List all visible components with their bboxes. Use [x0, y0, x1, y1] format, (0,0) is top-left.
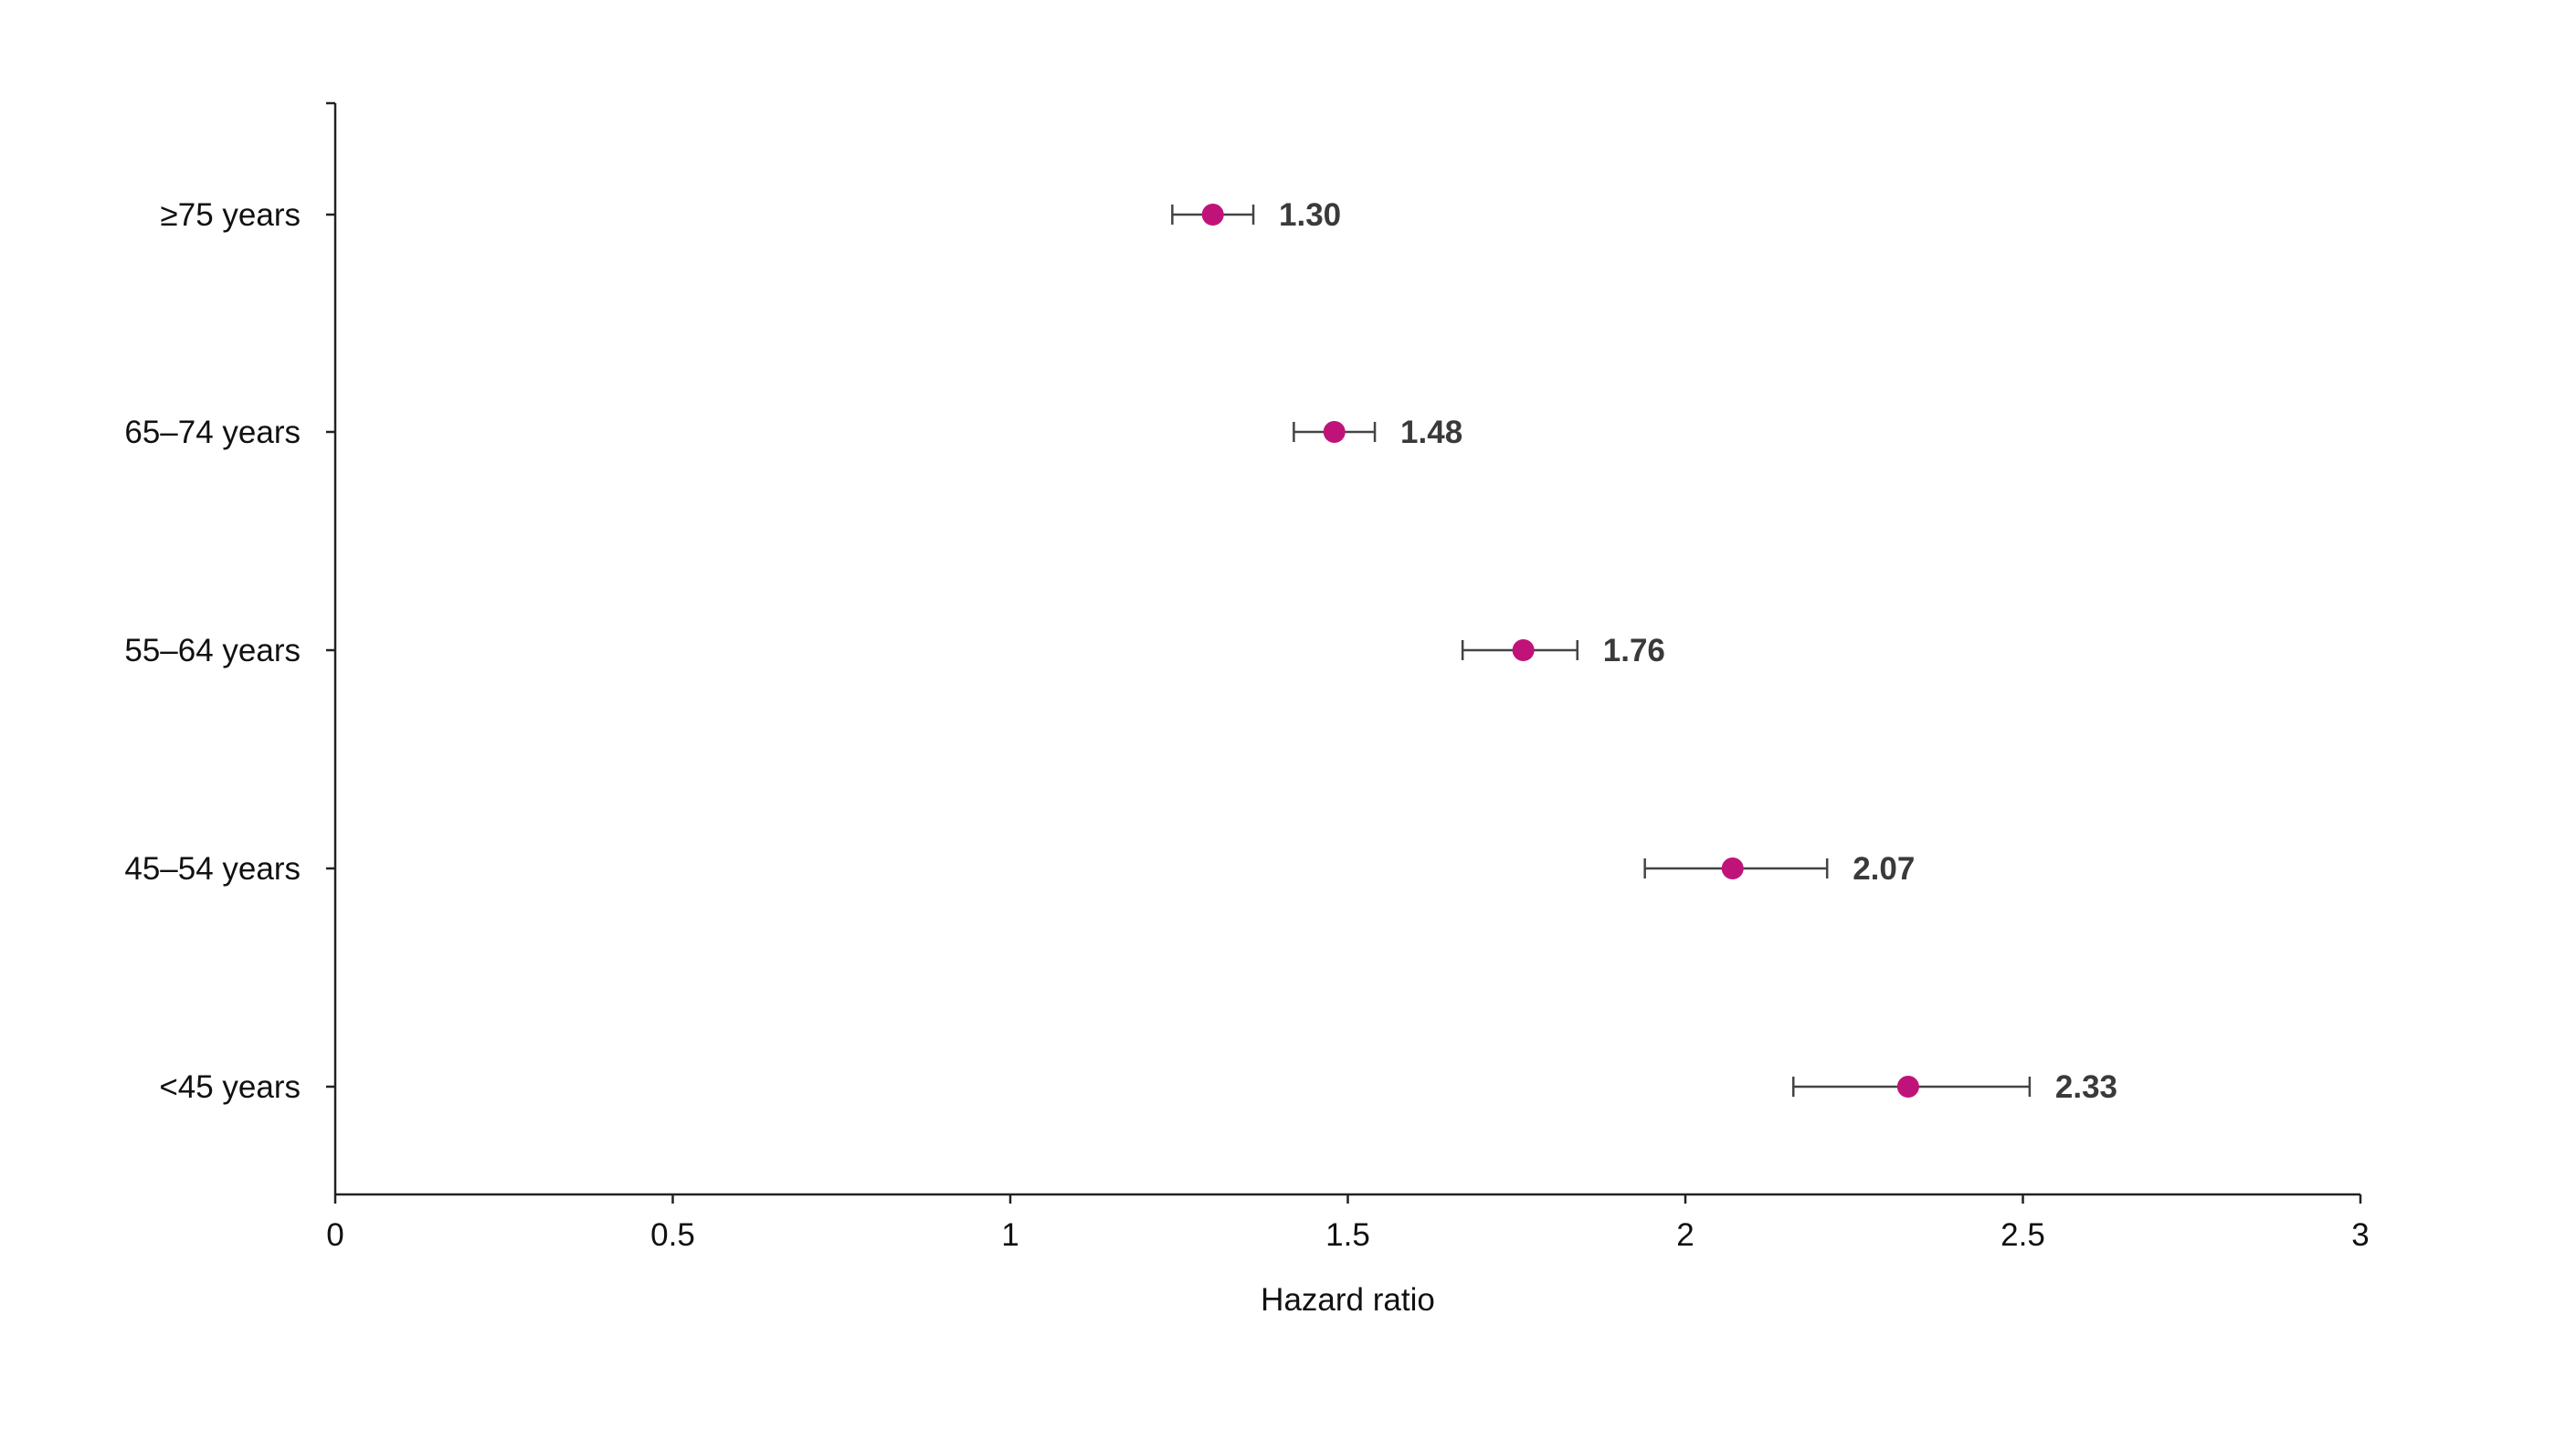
category-labels: ≥75 years 65–74 years 55–64 years 45–54 yea… [124, 197, 301, 1105]
hazard-ratio-point [1721, 857, 1744, 879]
data-label: 2.07 [1853, 851, 1915, 887]
category-label: 65–74 years [124, 415, 301, 450]
chart-marks: 1.30 1.48 1.76 2.07 2.33 [1171, 197, 2117, 1105]
chart-axes [326, 101, 2360, 1196]
data-row: 2.07 [1643, 851, 1915, 887]
x-tick-label: 2.5 [2001, 1217, 2045, 1253]
hazard-ratio-point [1512, 639, 1535, 661]
x-tick-label: 0.5 [650, 1217, 695, 1253]
data-label: 1.30 [1279, 197, 1341, 233]
hazard-ratio-point [1201, 204, 1224, 226]
x-tick-label: 1.5 [1325, 1217, 1370, 1253]
x-tick-label: 3 [2351, 1217, 2369, 1253]
category-label: 55–64 years [124, 633, 301, 668]
x-tick-label: 0 [326, 1217, 343, 1253]
data-label: 2.33 [2055, 1069, 2117, 1105]
category-label: <45 years [159, 1069, 301, 1105]
x-tick-label: 2 [1676, 1217, 1694, 1253]
data-label: 1.76 [1603, 633, 1665, 668]
x-axis-ticks: 0 0.5 1 1.5 2 2.5 3 [326, 1194, 2370, 1253]
data-row: 1.30 [1171, 197, 1341, 233]
category-label: 45–54 years [124, 851, 301, 887]
data-label: 1.48 [1400, 415, 1462, 450]
data-row: 1.48 [1293, 415, 1462, 450]
category-label: ≥75 years [161, 197, 301, 233]
x-axis-title: Hazard ratio [1261, 1282, 1435, 1318]
data-row: 1.76 [1461, 633, 1665, 668]
hazard-ratio-point [1896, 1076, 1919, 1098]
x-tick-label: 1 [1001, 1217, 1019, 1253]
data-row: 2.33 [1791, 1069, 2117, 1105]
hazard-ratio-point [1323, 421, 1346, 443]
